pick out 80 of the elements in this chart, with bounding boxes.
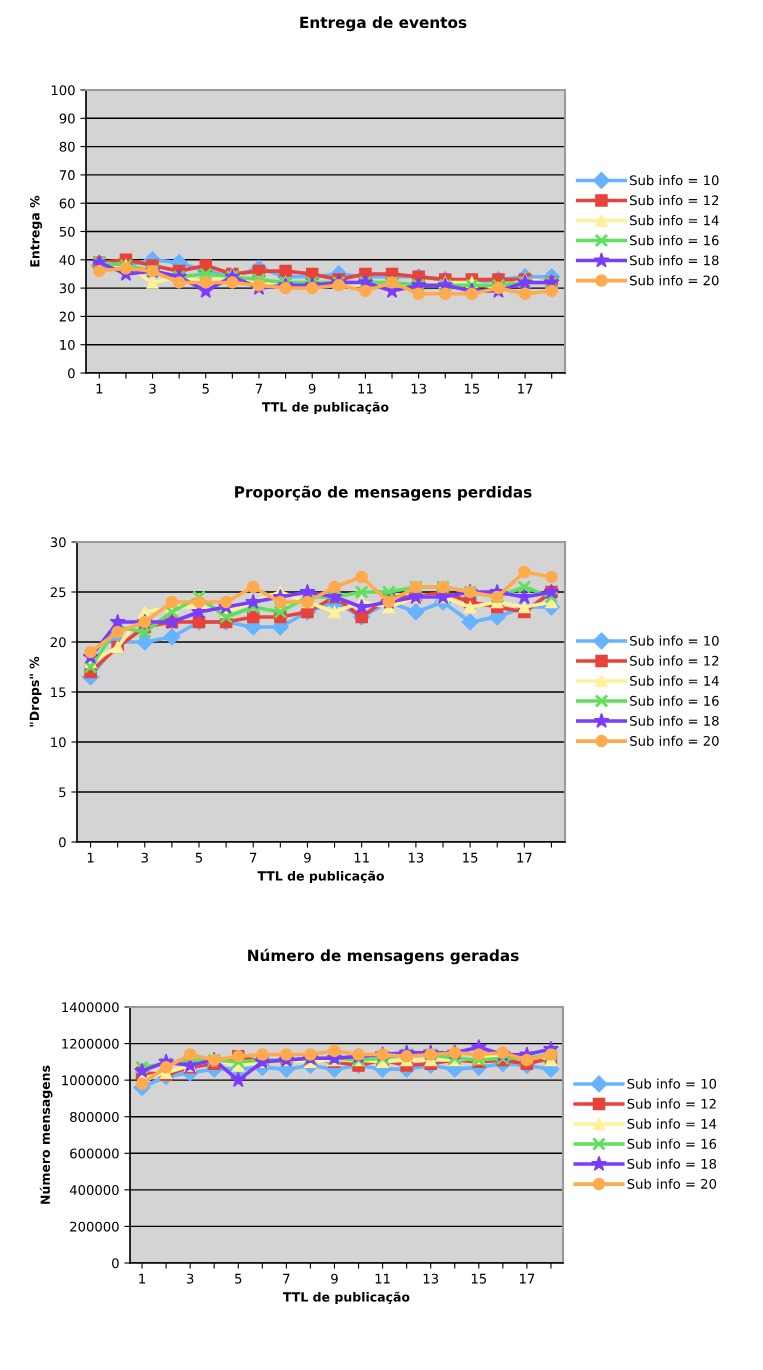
y-tick-label: 80 bbox=[59, 141, 75, 152]
legend-label: Sub info = 20 bbox=[630, 735, 719, 746]
y-tick-label: 15 bbox=[51, 687, 66, 698]
chart-title: Entrega de eventos bbox=[300, 16, 467, 32]
legend-label: Sub info = 14 bbox=[627, 1118, 717, 1129]
legend-label: Sub info = 16 bbox=[630, 695, 719, 706]
legend-label: Sub info = 10 bbox=[627, 1078, 717, 1089]
x-tick-label: 5 bbox=[235, 1273, 242, 1284]
y-tick-label: 1000000 bbox=[62, 1075, 119, 1086]
x-tick-label: 9 bbox=[308, 383, 316, 394]
x-tick-label: 15 bbox=[471, 1273, 487, 1284]
y-tick-label: 40 bbox=[59, 255, 75, 265]
y-tick-label: 1200000 bbox=[62, 1038, 119, 1049]
y-tick-label: 30 bbox=[50, 537, 66, 548]
x-tick-label: 3 bbox=[149, 383, 156, 394]
legend-label: Sub info = 14 bbox=[630, 215, 719, 226]
legend-label: Sub info = 18 bbox=[627, 1158, 717, 1169]
chart-title: Número de mensagens geradas bbox=[248, 948, 519, 965]
y-tick-label: 0 bbox=[59, 837, 66, 848]
x-tick-label: 5 bbox=[195, 852, 203, 863]
y-tick-label: 600000 bbox=[70, 1148, 119, 1159]
y-tick-label: 0 bbox=[68, 368, 75, 379]
legend-label: Sub info = 12 bbox=[630, 655, 719, 666]
y-tick-label: 0 bbox=[112, 1258, 119, 1269]
y-tick-label: 25 bbox=[50, 587, 66, 598]
chart-title: Proporção de mensagens perdidas bbox=[235, 485, 532, 501]
legend-label: Sub info = 16 bbox=[630, 235, 719, 246]
x-tick-label: 9 bbox=[304, 852, 311, 863]
y-tick-label: 1400000 bbox=[62, 1002, 119, 1013]
legend-label: Sub info = 18 bbox=[630, 255, 719, 266]
x-tick-label: 17 bbox=[518, 383, 533, 394]
x-tick-label: 3 bbox=[141, 852, 148, 863]
y-tick-label: 10 bbox=[51, 737, 66, 748]
x-tick-label: 17 bbox=[517, 852, 532, 863]
x-tick-label: 15 bbox=[463, 852, 478, 863]
x-tick-label: 11 bbox=[354, 852, 369, 863]
x-tick-label: 7 bbox=[283, 1273, 290, 1284]
x-tick-label: 11 bbox=[375, 1273, 390, 1284]
x-tick-label: 13 bbox=[411, 383, 426, 394]
legend-label: Sub info = 18 bbox=[630, 715, 719, 726]
legend-label: Sub info = 20 bbox=[630, 275, 719, 286]
legend-label: Sub info = 20 bbox=[627, 1178, 717, 1189]
y-tick-label: 30 bbox=[59, 283, 75, 294]
x-tick-label: 13 bbox=[423, 1273, 439, 1284]
x-tick-label: 1 bbox=[139, 1273, 146, 1284]
y-tick-label: 800000 bbox=[70, 1111, 119, 1122]
y-tick-label: 20 bbox=[50, 637, 66, 648]
x-tick-label: 3 bbox=[186, 1273, 194, 1284]
legend-label: Sub info = 12 bbox=[627, 1098, 716, 1109]
y-tick-label: 70 bbox=[59, 170, 75, 181]
y-axis-title: "Drops" % bbox=[29, 656, 42, 727]
y-axis-title: Entrega % bbox=[30, 195, 43, 267]
x-tick-label: 15 bbox=[464, 383, 480, 394]
x-tick-label: 17 bbox=[519, 1273, 535, 1284]
x-tick-label: 11 bbox=[358, 383, 373, 394]
x-tick-label: 9 bbox=[331, 1273, 338, 1284]
legend-label: Sub info = 14 bbox=[630, 675, 719, 686]
y-tick-label: 60 bbox=[59, 198, 75, 209]
y-tick-label: 5 bbox=[59, 787, 66, 798]
x-tick-label: 7 bbox=[250, 852, 257, 863]
y-tick-label: 20 bbox=[59, 311, 75, 322]
x-axis-title: TTL de publicação bbox=[257, 870, 384, 884]
y-tick-label: 100 bbox=[51, 85, 75, 96]
y-tick-label: 400000 bbox=[69, 1185, 119, 1196]
y-axis-title: Número mensagens bbox=[39, 1065, 53, 1204]
x-axis-title: TTL de publicação bbox=[262, 401, 389, 415]
legend-label: Sub info = 10 bbox=[630, 635, 719, 646]
x-tick-label: 5 bbox=[202, 383, 209, 394]
y-tick-label: 50 bbox=[59, 226, 75, 237]
legend-label: Sub info = 10 bbox=[630, 175, 719, 186]
y-tick-label: 10 bbox=[60, 339, 75, 350]
x-tick-label: 1 bbox=[96, 383, 103, 394]
legend-label: Sub info = 12 bbox=[630, 195, 719, 206]
x-tick-label: 1 bbox=[87, 852, 94, 863]
y-tick-label: 200000 bbox=[70, 1221, 119, 1232]
x-tick-label: 13 bbox=[408, 852, 424, 863]
legend-label: Sub info = 16 bbox=[627, 1138, 717, 1149]
y-tick-label: 90 bbox=[59, 113, 75, 124]
x-tick-label: 7 bbox=[255, 383, 263, 394]
x-axis-title: TTL de publicação bbox=[283, 1291, 410, 1305]
